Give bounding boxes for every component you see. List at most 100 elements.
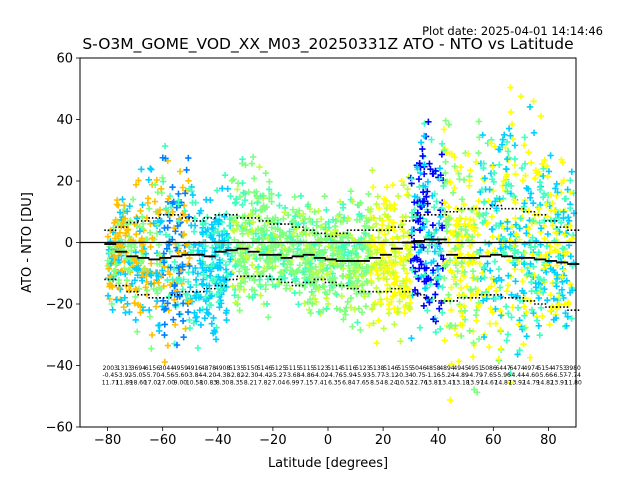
scatter-point <box>536 331 543 339</box>
scatter-point <box>161 142 169 150</box>
scatter-point <box>158 217 165 225</box>
scatter-point <box>536 219 543 226</box>
y-tick-label: −20 <box>46 298 73 313</box>
scatter-point <box>459 264 466 271</box>
scatter-point <box>511 247 518 254</box>
scatter-point <box>479 131 486 139</box>
scatter-point <box>500 178 508 185</box>
scatter-point <box>516 236 523 243</box>
scatter-point <box>545 168 553 175</box>
scatter-point <box>364 253 372 260</box>
scatter-point <box>196 306 204 314</box>
scatter-point <box>131 277 139 284</box>
scatter-point <box>419 152 426 160</box>
scatter-point <box>121 215 129 222</box>
scatter-point <box>389 181 397 189</box>
scatter-point <box>433 280 440 288</box>
scatter-point <box>156 327 163 335</box>
scatter-point <box>234 186 241 193</box>
scatter-point <box>117 236 125 243</box>
scatter-point <box>131 256 139 263</box>
scatter-point <box>404 240 411 247</box>
bin-stat-value: -4.86 <box>299 372 315 379</box>
bin-stat-value: 7.65 <box>356 379 370 386</box>
scatter-point <box>153 176 160 184</box>
scatter-point <box>518 164 526 172</box>
scatter-point <box>248 261 256 269</box>
scatter-point <box>327 244 335 252</box>
scatter-point <box>467 167 474 174</box>
scatter-point <box>536 178 544 186</box>
scatter-point <box>208 262 215 270</box>
scatter-point <box>311 208 318 216</box>
scatter-point <box>452 322 459 330</box>
y-tick-label: 0 <box>65 236 73 251</box>
scatter-point <box>440 126 448 133</box>
scatter-point <box>363 269 370 276</box>
scatter-point <box>456 214 464 221</box>
scatter-point <box>498 276 505 284</box>
scatter-point <box>283 282 290 289</box>
scatter-point <box>564 313 571 320</box>
scatter-point <box>534 204 542 211</box>
scatter-point <box>396 298 403 305</box>
scatter-point <box>547 152 554 159</box>
scatter-point <box>497 307 504 315</box>
scatter-point <box>157 185 165 192</box>
scatter-point <box>315 248 322 256</box>
scatter-point <box>457 277 464 284</box>
scatter-point <box>353 245 361 252</box>
scatter-point <box>408 175 415 183</box>
scatter-point <box>170 198 177 205</box>
scatter-point <box>201 314 209 322</box>
scatter-point <box>196 240 203 248</box>
scatter-point <box>429 192 436 199</box>
scatter-point <box>563 277 571 284</box>
scatter-point <box>148 166 155 173</box>
scatter-point <box>521 134 528 141</box>
scatter-point <box>472 158 480 166</box>
scatter-point <box>125 266 132 273</box>
scatter-point <box>234 222 241 229</box>
scatter-point <box>166 271 174 278</box>
bin-stat-value: 0.75 <box>412 372 426 379</box>
scatter-point <box>297 247 304 254</box>
scatter-point <box>108 282 115 289</box>
scatter-point <box>208 320 216 327</box>
scatter-point <box>199 281 206 288</box>
scatter-point <box>268 190 275 197</box>
scatter-point <box>475 118 483 125</box>
scatter-point <box>355 266 362 273</box>
scatter-point <box>216 304 223 311</box>
scatter-point <box>510 196 518 203</box>
scatter-point <box>567 177 574 184</box>
scatter-point <box>139 277 146 284</box>
scatter-point <box>508 291 515 299</box>
scatter-point <box>496 161 503 168</box>
scatter-point <box>504 331 512 338</box>
bin-stat-value: -5.96 <box>495 372 511 379</box>
scatter-point <box>426 242 433 249</box>
scatter-point <box>461 268 468 276</box>
scatter-point <box>206 301 213 309</box>
scatter-point <box>138 268 145 276</box>
scatter-point <box>535 322 542 330</box>
scatter-point <box>170 316 177 323</box>
scatter-point <box>239 213 247 221</box>
scatter-point <box>453 217 460 224</box>
scatter-point <box>323 294 330 302</box>
scatter-point <box>162 205 170 212</box>
scatter-point <box>185 213 193 221</box>
scatter-point <box>474 286 482 294</box>
scatter-point <box>333 291 340 298</box>
scatter-point <box>503 138 511 146</box>
scatter-point <box>525 225 532 233</box>
scatter-point <box>342 311 349 318</box>
bin-stat-value: -4.79 <box>467 372 483 379</box>
scatter-point <box>351 261 359 269</box>
scatter-point <box>438 205 445 212</box>
scatter-point <box>498 141 506 148</box>
scatter-point <box>262 169 270 177</box>
scatter-point <box>302 231 310 239</box>
scatter-point <box>358 309 366 316</box>
